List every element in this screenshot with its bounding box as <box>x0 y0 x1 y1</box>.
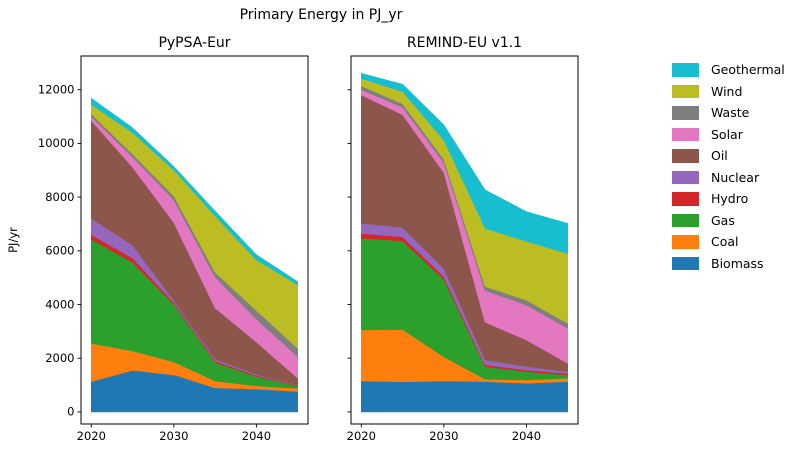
legend-label: Geothermal <box>711 62 785 78</box>
legend-item-coal: Coal <box>672 231 785 253</box>
legend-swatch-icon <box>672 170 699 184</box>
legend-label: Hydro <box>711 191 749 207</box>
legend-swatch-icon <box>672 106 699 120</box>
legend-item-geothermal: Geothermal <box>672 59 785 81</box>
area-biomass <box>360 380 569 413</box>
y-tick-label: 0 <box>67 405 74 419</box>
legend-swatch-icon <box>672 235 699 249</box>
legend-label: Solar <box>711 126 743 142</box>
subplot-title-pypsa-eur: PyPSA-Eur <box>158 35 231 51</box>
legend-label: Nuclear <box>711 169 760 185</box>
x-tick-label: 2040 <box>512 429 541 443</box>
legend-swatch-icon <box>672 84 699 98</box>
legend-item-nuclear: Nuclear <box>672 167 785 189</box>
legend-item-hydro: Hydro <box>672 188 785 210</box>
legend-label: Waste <box>711 105 750 121</box>
legend-swatch-icon <box>672 63 699 77</box>
legend-swatch-icon <box>672 256 699 270</box>
subplot-title-remind-eu: REMIND-EU v1.1 <box>406 35 523 51</box>
legend-swatch-icon <box>672 192 699 206</box>
legend-item-oil: Oil <box>672 145 785 167</box>
x-tick-label: 2020 <box>347 429 376 443</box>
y-tick-label: 4000 <box>45 297 74 311</box>
figure-title: Primary Energy in PJ_yr <box>239 7 403 23</box>
legend-label: Coal <box>711 234 739 250</box>
x-tick-label: 2040 <box>242 429 271 443</box>
axes-frame <box>350 55 579 425</box>
legend-swatch-icon <box>672 213 699 227</box>
y-tick-label: 2000 <box>45 351 74 365</box>
legend-label: Gas <box>711 212 735 228</box>
y-tick-label: 8000 <box>45 190 74 204</box>
legend: Geothermal Wind Waste Solar Oil Nuclear Hydro G… <box>672 59 785 274</box>
legend-item-wind: Wind <box>672 81 785 103</box>
legend-item-solar: Solar <box>672 124 785 146</box>
legend-swatch-icon <box>672 149 699 163</box>
legend-swatch-icon <box>672 127 699 141</box>
x-tick-label: 2020 <box>77 429 106 443</box>
y-tick-label: 12000 <box>38 82 75 96</box>
legend-label: Biomass <box>711 255 764 271</box>
x-tick-label: 2030 <box>159 429 188 443</box>
legend-label: Oil <box>711 148 728 164</box>
y-tick-label: 10000 <box>38 136 75 150</box>
x-tick-label: 2030 <box>429 429 458 443</box>
y-tick-label: 6000 <box>45 244 74 258</box>
legend-item-gas: Gas <box>672 210 785 232</box>
area-geothermal <box>360 72 569 254</box>
legend-item-biomass: Biomass <box>672 253 785 275</box>
area-geothermal <box>91 97 299 286</box>
legend-label: Wind <box>711 83 743 99</box>
legend-item-waste: Waste <box>672 102 785 124</box>
axes-frame <box>80 55 309 425</box>
